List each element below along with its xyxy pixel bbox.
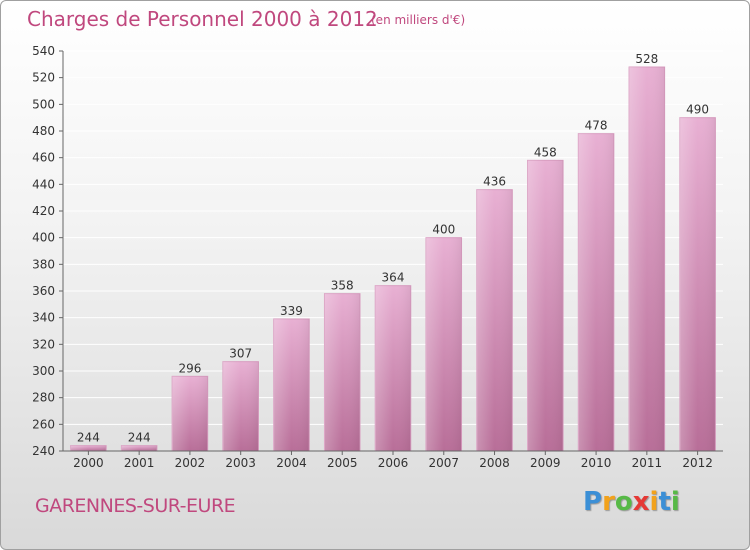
y-tick-label: 420: [32, 204, 55, 218]
x-tick-label: 2003: [225, 456, 256, 470]
logo-letter: P: [583, 487, 603, 517]
x-tick-label: 2000: [73, 456, 104, 470]
y-tick-label: 360: [32, 284, 55, 298]
value-label: 400: [432, 223, 455, 237]
x-axis: 2000 2001 2002 2003 2004 2005 2006 2007 2008 2009…: [63, 450, 723, 470]
y-tick-label: 340: [32, 311, 55, 325]
logo-letter: i: [670, 487, 680, 517]
y-tick-label: 300: [32, 364, 55, 378]
value-label: 339: [280, 304, 303, 318]
logo-letter: o: [614, 487, 633, 517]
x-tick-label: 2011: [632, 456, 663, 470]
value-label: 458: [534, 145, 557, 159]
y-tick-label: 540: [32, 44, 55, 58]
bar-shine: [476, 189, 513, 451]
x-tick-label: 2007: [428, 456, 459, 470]
x-tick-label: 2005: [327, 456, 358, 470]
x-tick-label: 2006: [378, 456, 409, 470]
y-tick-label: 520: [32, 71, 55, 85]
value-label: 244: [77, 431, 100, 445]
x-tick-label: 2009: [530, 456, 561, 470]
bar-shine: [375, 285, 411, 451]
x-tick-label: 2004: [276, 456, 307, 470]
value-label: 358: [331, 279, 354, 293]
chart-title: Charges de Personnel 2000 à 2012: [27, 7, 378, 31]
bar-shine: [70, 445, 107, 451]
commune-name: GARENNES-SUR-EURE: [35, 495, 236, 517]
value-label: 364: [382, 271, 405, 285]
bar-shine: [527, 160, 564, 452]
bar-shine: [679, 117, 716, 452]
y-tick-label: 460: [32, 151, 55, 165]
logo-letter: r: [602, 487, 615, 517]
value-label: 528: [635, 52, 658, 66]
x-tick-label: 2010: [581, 456, 612, 470]
logo-letter: x: [632, 487, 650, 517]
x-tick-label: 2008: [479, 456, 510, 470]
y-tick-label: 240: [32, 444, 55, 458]
x-tick-label: 2002: [175, 456, 206, 470]
chart-subtitle: (en milliers d'€): [371, 13, 466, 27]
y-tick-label: 440: [32, 177, 55, 191]
bar-shine: [629, 67, 665, 451]
logo-letter: t: [658, 487, 671, 517]
value-label: 307: [229, 347, 252, 361]
y-axis: 240 260 280 300 320 340 360 380 400 420 440 460 480 5…: [32, 44, 64, 458]
bar-shine: [273, 319, 310, 451]
y-tick-label: 280: [32, 391, 55, 405]
value-label: 478: [585, 119, 608, 133]
bar-shine: [121, 445, 157, 451]
y-tick-label: 400: [32, 231, 55, 245]
bar-shine: [426, 237, 462, 451]
y-tick-label: 380: [32, 257, 55, 271]
value-label: 436: [483, 175, 506, 189]
x-tick-label: 2012: [682, 456, 713, 470]
y-tick-label: 260: [32, 417, 55, 431]
value-label: 490: [686, 103, 709, 117]
value-label: 244: [128, 431, 151, 445]
value-label: 296: [178, 361, 201, 375]
y-tick-label: 480: [32, 124, 55, 138]
bar-shine: [578, 133, 614, 451]
y-tick-label: 320: [32, 337, 55, 351]
bars: [70, 66, 716, 452]
value-labels: 244 244 296 307 339 358 364 400 436 458 478 528 490: [77, 52, 709, 445]
x-tick-label: 2001: [124, 456, 155, 470]
bar-shine: [324, 293, 360, 451]
logo-letter: i: [649, 487, 659, 517]
bar-shine: [172, 376, 208, 451]
proxiti-logo: Proxiti: [583, 487, 680, 517]
bar-shine: [222, 361, 259, 451]
y-tick-label: 500: [32, 97, 55, 111]
